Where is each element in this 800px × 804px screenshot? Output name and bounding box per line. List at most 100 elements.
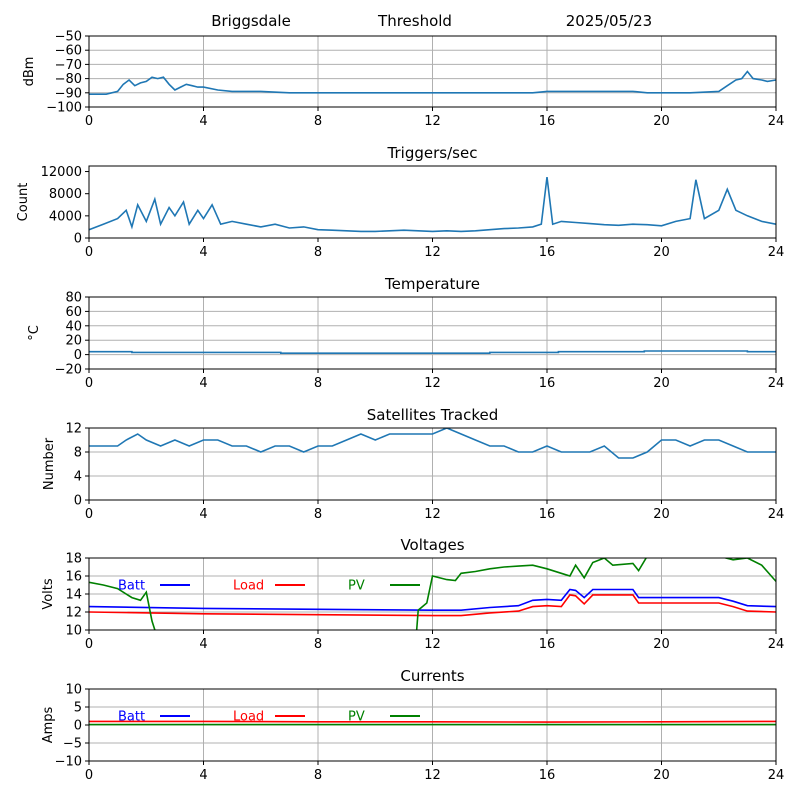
chart-panel-1: 0 4 8 12 16 20 24 −100−90−80−70−60−50 dBm xyxy=(22,30,784,130)
series-line-1 xyxy=(89,70,776,95)
x-tick-label: 12 xyxy=(424,376,441,391)
x-tick-label: 24 xyxy=(768,245,785,260)
y-tick-label: 60 xyxy=(65,305,82,320)
x-tick-label: 8 xyxy=(314,768,322,783)
chart-title: Voltages xyxy=(400,536,464,554)
chart-panel-2: 0 4 8 12 16 20 24 0 4000 8000 12000 Triggers/sec Cou… xyxy=(16,144,784,260)
x-tick-label: 4 xyxy=(199,637,207,652)
x-tick-label: 16 xyxy=(539,637,556,652)
y-tick-label: 4000 xyxy=(49,209,82,224)
legend-label-load: Load xyxy=(233,710,264,725)
header-label: Threshold xyxy=(377,12,452,30)
y-tick-label: 5 xyxy=(74,701,82,716)
y-tick-label: 8000 xyxy=(49,187,82,202)
chart-title: Satellites Tracked xyxy=(367,406,498,424)
y-tick-label: −80 xyxy=(55,72,82,87)
y-tick-label: −70 xyxy=(55,58,82,73)
y-tick-label: −10 xyxy=(55,755,82,770)
y-tick-label: 12000 xyxy=(41,165,82,180)
legend-label-pv: PV xyxy=(348,579,365,594)
x-tick-label: 12 xyxy=(424,637,441,652)
x-tick-label: 24 xyxy=(768,637,785,652)
y-axis-label: Amps xyxy=(41,706,56,743)
y-tick-label: 4 xyxy=(74,470,82,485)
y-tick-label: 80 xyxy=(65,291,82,306)
series-line-load xyxy=(89,720,776,723)
y-tick-label: −60 xyxy=(55,44,82,59)
legend-label-batt: Batt xyxy=(118,710,145,725)
x-tick-label: 8 xyxy=(314,245,322,260)
axes-frame xyxy=(88,165,777,239)
y-axis-label: °C xyxy=(27,325,42,341)
x-tick-label: 0 xyxy=(85,637,93,652)
x-tick-label: 16 xyxy=(539,245,556,260)
x-tick-label: 8 xyxy=(314,637,322,652)
x-tick-label: 16 xyxy=(539,507,556,522)
series-line-1 xyxy=(89,177,776,233)
series-line-batt xyxy=(89,588,776,611)
y-tick-label: 12 xyxy=(65,606,82,621)
chart-title: Temperature xyxy=(384,275,480,293)
x-tick-label: 8 xyxy=(314,114,322,129)
y-axis-label: Count xyxy=(16,183,31,222)
chart-panel-6: 0 4 8 12 16 20 24 −10 −5 0 5 10 Currents Amps Batt Load… xyxy=(41,667,784,783)
y-tick-label: 20 xyxy=(65,334,82,349)
x-tick-label: 12 xyxy=(424,768,441,783)
series-line-pv xyxy=(89,558,776,630)
x-tick-label: 0 xyxy=(85,114,93,129)
x-tick-label: 12 xyxy=(424,114,441,129)
x-tick-label: 4 xyxy=(199,114,207,129)
x-tick-label: 20 xyxy=(653,768,670,783)
x-tick-label: 16 xyxy=(539,376,556,391)
x-tick-label: 4 xyxy=(199,245,207,260)
y-tick-label: 0 xyxy=(74,348,82,363)
y-tick-label: −50 xyxy=(55,30,82,45)
y-tick-label: 0 xyxy=(74,494,82,509)
y-tick-label: 12 xyxy=(65,422,82,437)
header-station: Briggsdale xyxy=(211,12,291,30)
x-tick-label: 24 xyxy=(768,114,785,129)
y-tick-label: 14 xyxy=(65,588,82,603)
x-tick-label: 0 xyxy=(85,376,93,391)
x-tick-label: 4 xyxy=(199,768,207,783)
series-line-1 xyxy=(89,428,776,459)
x-tick-label: 8 xyxy=(314,507,322,522)
chart-title: Currents xyxy=(400,667,464,685)
chart-panel-4: 0 4 8 12 16 20 24 0 4 8 12 Satellites Tracked Number xyxy=(42,406,784,522)
x-tick-label: 16 xyxy=(539,768,556,783)
legend-label-load: Load xyxy=(233,579,264,594)
x-tick-label: 16 xyxy=(539,114,556,129)
x-tick-label: 20 xyxy=(653,114,670,129)
x-tick-label: 20 xyxy=(653,376,670,391)
x-tick-label: 0 xyxy=(85,245,93,260)
x-tick-label: 24 xyxy=(768,507,785,522)
x-tick-label: 20 xyxy=(653,637,670,652)
y-tick-label: 10 xyxy=(65,624,82,639)
y-tick-label: 18 xyxy=(65,552,82,567)
y-tick-label: 40 xyxy=(65,319,82,334)
y-tick-label: 0 xyxy=(74,719,82,734)
y-tick-label: −100 xyxy=(46,101,82,116)
y-axis-label: Number xyxy=(42,437,57,490)
x-tick-label: 0 xyxy=(85,507,93,522)
y-tick-label: −20 xyxy=(55,363,82,378)
x-tick-label: 20 xyxy=(653,245,670,260)
x-tick-label: 12 xyxy=(424,507,441,522)
header-date: 2025/05/23 xyxy=(566,12,652,30)
chart-panel-5: 0 4 8 12 16 20 24 10 12 14 16 18 Voltages Volts Batt Lo… xyxy=(41,536,784,652)
y-tick-label: −5 xyxy=(63,737,82,752)
chart-title: Triggers/sec xyxy=(387,144,478,162)
series-line-1 xyxy=(89,350,776,354)
x-tick-label: 24 xyxy=(768,376,785,391)
x-tick-label: 20 xyxy=(653,507,670,522)
x-tick-label: 4 xyxy=(199,376,207,391)
y-tick-label: 10 xyxy=(65,683,82,698)
x-tick-label: 4 xyxy=(199,507,207,522)
x-tick-label: 0 xyxy=(85,768,93,783)
y-axis-label: dBm xyxy=(22,57,37,87)
x-tick-label: 24 xyxy=(768,768,785,783)
y-tick-label: 16 xyxy=(65,570,82,585)
